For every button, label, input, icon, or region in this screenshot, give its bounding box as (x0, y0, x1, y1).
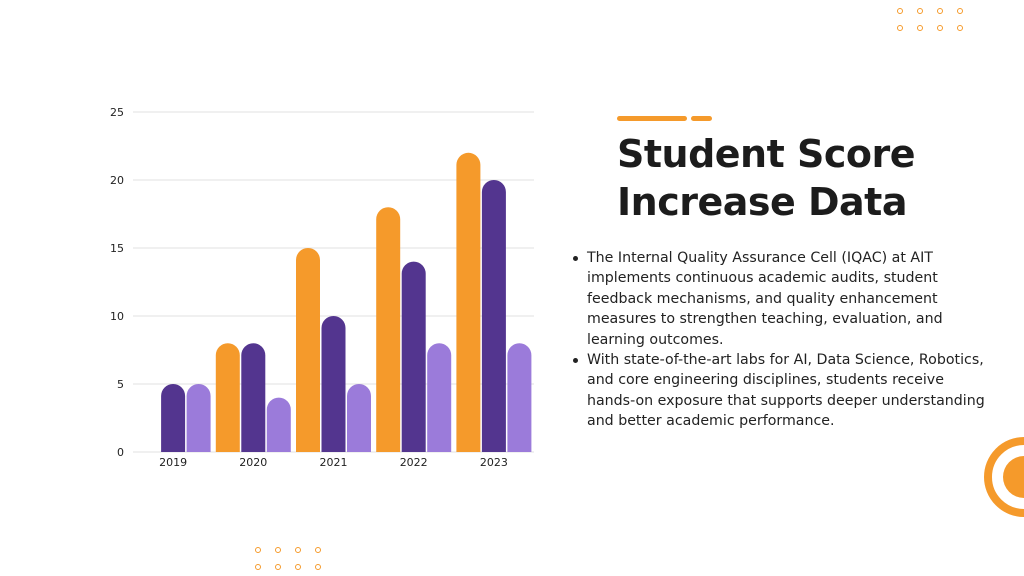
bar (401, 261, 426, 452)
bar (241, 343, 266, 452)
decorative-dot (275, 547, 281, 553)
y-tick-label: 25 (110, 106, 124, 119)
bullet-iqac: The Internal Quality Assurance Cell (IQA… (573, 248, 987, 350)
decorative-dot (957, 8, 963, 14)
title-accent-bar-short (691, 116, 712, 121)
bar (266, 397, 291, 452)
decorative-circle (1003, 456, 1024, 498)
decorative-dot (897, 8, 903, 14)
slide-title: Student Score Increase Data (617, 132, 916, 224)
decorative-dot (255, 547, 261, 553)
decorative-dot (937, 8, 943, 14)
y-tick-label: 15 (110, 242, 124, 255)
decorative-dot (315, 564, 321, 570)
bar (376, 207, 401, 452)
title-accent-bar (617, 116, 687, 121)
decorative-dot (897, 25, 903, 31)
decorative-dots-bottom (255, 547, 321, 570)
x-tick-label: 2020 (239, 456, 267, 469)
bar (161, 384, 186, 452)
decorative-dot (295, 564, 301, 570)
bar (186, 384, 211, 452)
decorative-dot (937, 25, 943, 31)
bar (507, 343, 532, 452)
decorative-dot (917, 8, 923, 14)
bar (321, 316, 346, 452)
x-tick-label: 2022 (400, 456, 428, 469)
y-tick-label: 0 (117, 446, 124, 459)
x-tick-label: 2023 (480, 456, 508, 469)
decorative-dot (255, 564, 261, 570)
bar (481, 180, 506, 452)
decorative-dot (315, 547, 321, 553)
bar (296, 248, 320, 452)
y-tick-label: 10 (110, 310, 124, 323)
decorative-dot (275, 564, 281, 570)
decorative-dot (295, 547, 301, 553)
decorative-dots-top (897, 8, 963, 31)
bar (347, 384, 371, 452)
bar (427, 343, 452, 452)
y-tick-label: 5 (117, 378, 124, 391)
x-tick-label: 2019 (159, 456, 187, 469)
bullet-labs: With state-of-the-art labs for AI, Data … (573, 350, 987, 432)
bar-chart: 0 5 10 15 20 25 2019 2020 2021 2022 2023 (110, 106, 534, 469)
bullet-list: The Internal Quality Assurance Cell (IQA… (573, 248, 987, 432)
decorative-dot (917, 25, 923, 31)
y-tick-label: 20 (110, 174, 124, 187)
decorative-dot (957, 25, 963, 31)
x-tick-label: 2021 (320, 456, 348, 469)
bar (456, 152, 481, 453)
bar (215, 343, 240, 452)
